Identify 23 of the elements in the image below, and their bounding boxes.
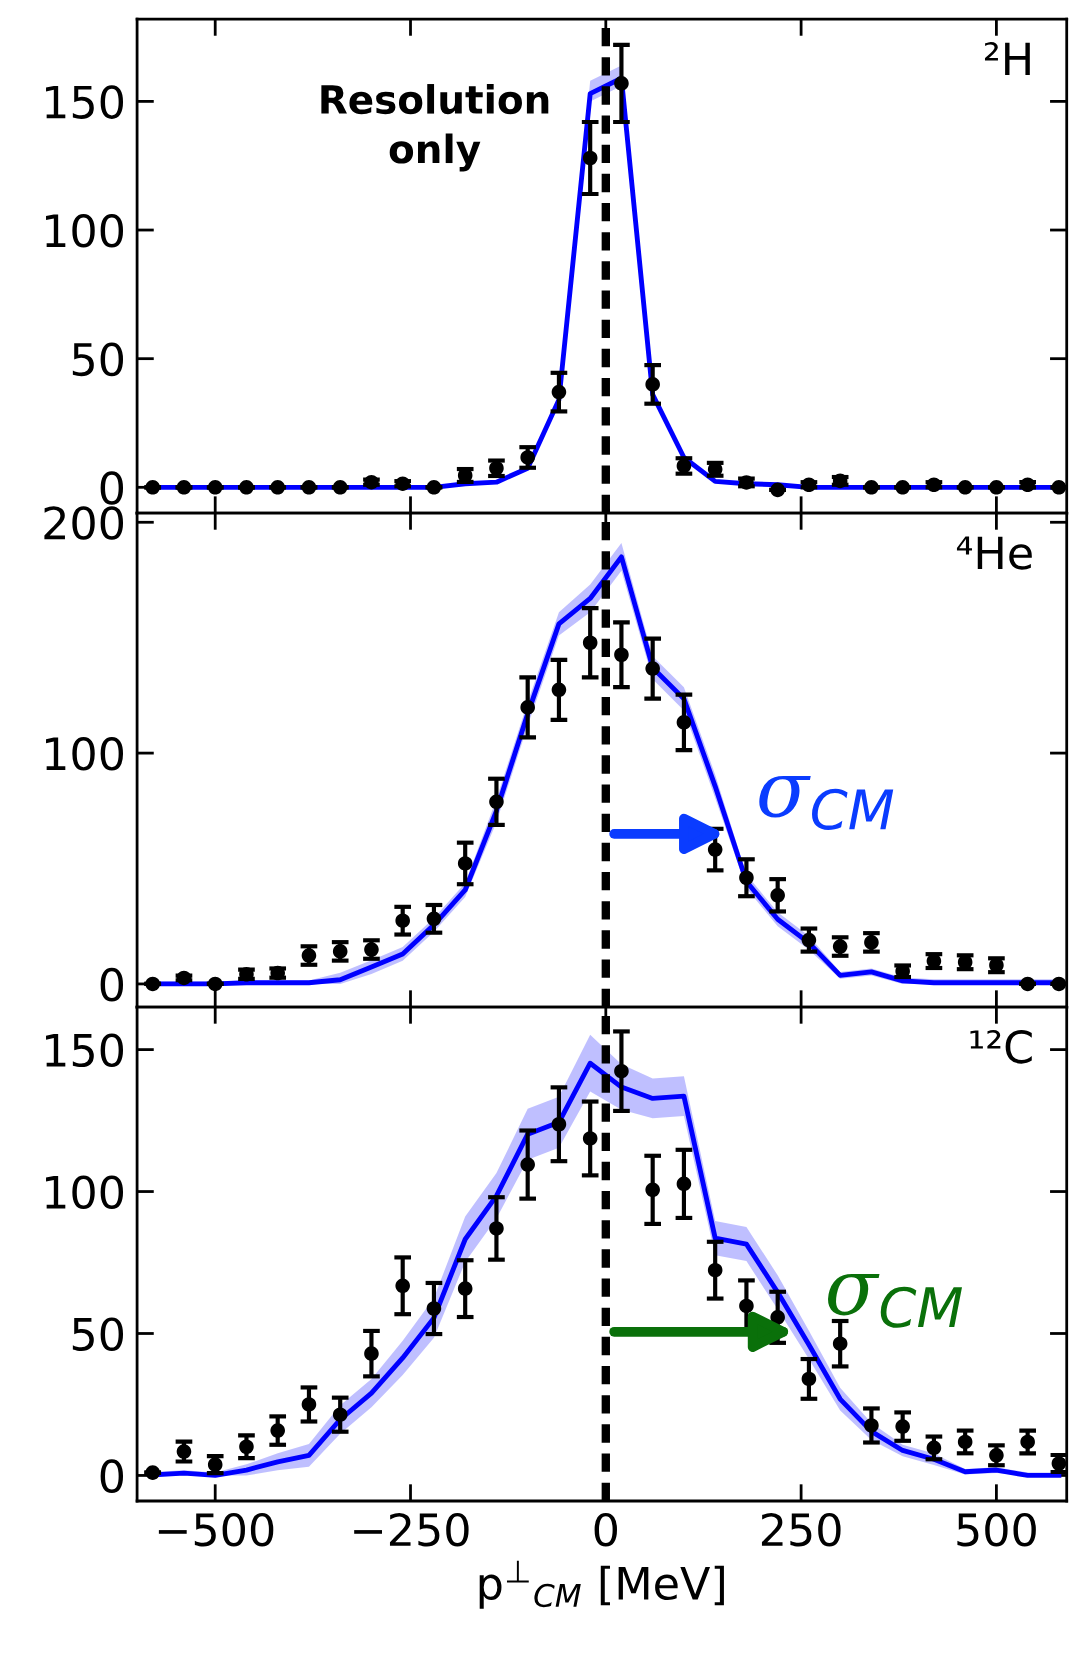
y-tick-label: 100 <box>46 737 124 771</box>
y-tick-label: 150 <box>46 1033 124 1068</box>
x-tick-label: 250 <box>761 1512 841 1547</box>
y-tick-label: 150 <box>46 85 124 119</box>
y-tick-label: 0 <box>100 1459 124 1493</box>
chart-title: ²H <box>984 42 1030 76</box>
x-tick-label: −250 <box>354 1512 469 1547</box>
x-tick-label: 500 <box>957 1512 1036 1547</box>
y-tick-label: 200 <box>44 506 124 540</box>
y-tick-label: 50 <box>72 1317 124 1352</box>
x-tick-label: 0 <box>594 1512 617 1547</box>
annotation: Resolution only <box>321 84 549 172</box>
chart-title: ⁴He <box>956 536 1032 570</box>
chart-title: ¹²C <box>970 1030 1032 1064</box>
y-tick-label: 50 <box>72 342 124 377</box>
x-tick-label: −500 <box>158 1512 274 1547</box>
y-tick-label: 100 <box>46 213 124 248</box>
annotation: σ$_{CM}$ <box>759 776 894 830</box>
annotation: σ$_{CM}$ <box>828 1273 962 1328</box>
y-tick-label: 0 <box>100 967 124 1002</box>
x-axis-title: p$^{⊥}$$_{CM}$ [MeV] <box>479 1560 724 1609</box>
y-tick-label: 0 <box>100 471 124 505</box>
y-tick-label: 100 <box>46 1175 124 1210</box>
